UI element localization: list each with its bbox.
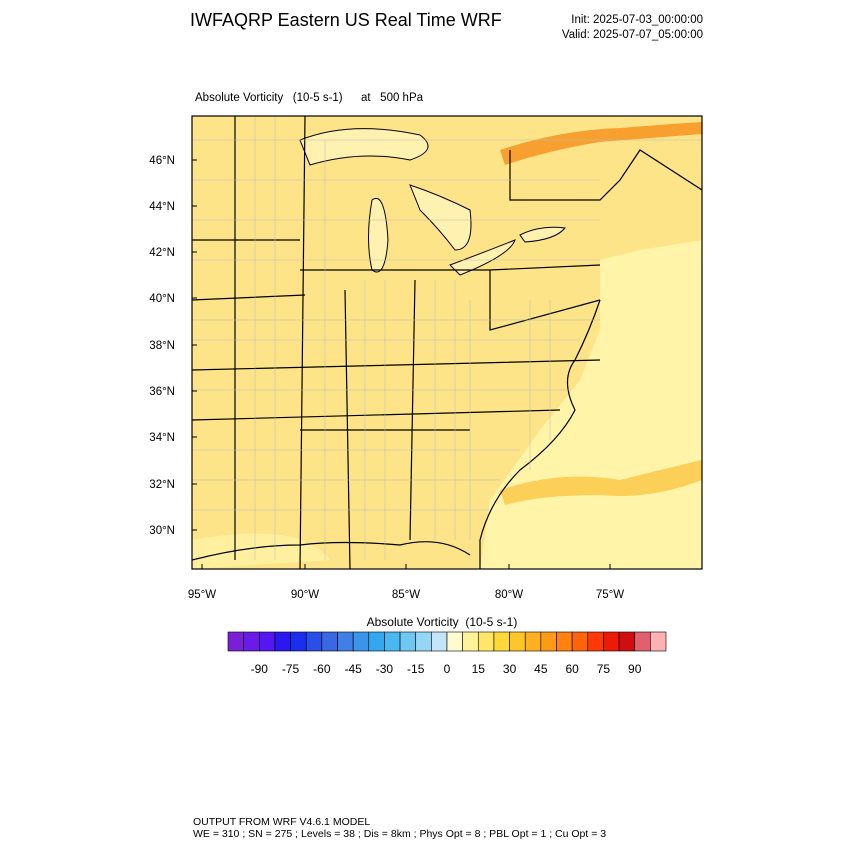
colorbar-box	[618, 631, 636, 652]
colorbar-box	[337, 631, 354, 652]
footer-line: WE = 310 ; SN = 275 ; Levels = 38 ; Dis …	[193, 828, 606, 840]
lat-label: 46°N	[149, 155, 175, 167]
lake-superior	[299, 128, 429, 166]
colorbar-tick-label: -15	[407, 662, 425, 676]
field-label: Absolute Vorticity (10-5 s-1)	[195, 92, 343, 104]
lat-label: 36°N	[149, 386, 175, 398]
colorbar-tick-label: -90	[251, 662, 269, 676]
colorbar-box	[603, 631, 620, 652]
colorbar-box	[352, 631, 370, 652]
colorbar-box	[571, 631, 589, 652]
county-lines	[192, 116, 702, 560]
lat-label: 32°N	[149, 479, 175, 491]
lake-huron	[409, 184, 472, 251]
colorbar-box	[243, 631, 260, 652]
colorbar-tick-label: 90	[628, 662, 642, 676]
lake-ontario	[519, 226, 566, 243]
colorbar-box	[493, 631, 510, 652]
lon-label: 95°W	[188, 589, 216, 601]
colorbar-box	[462, 631, 479, 652]
colorbar-box	[258, 631, 276, 652]
colorbar-box	[477, 631, 495, 652]
colorbar-box	[321, 631, 338, 652]
map-frame	[191, 115, 703, 570]
colorbar-box	[227, 631, 244, 652]
valid-time: Valid: 2025-07-07_05:00:00	[562, 29, 703, 41]
lat-label: 40°N	[149, 293, 175, 305]
colorbar-tick-label: 75	[597, 662, 611, 676]
colorbar-box	[540, 631, 557, 652]
lon-label: 80°W	[495, 589, 523, 601]
colorbar-box	[399, 631, 417, 652]
gulf-field	[192, 533, 330, 569]
colorbar-tick-label: 60	[565, 662, 579, 676]
colorbar-box	[274, 631, 291, 652]
colorbar-box	[556, 631, 573, 652]
colorbar-box	[634, 631, 651, 652]
colorbar-tick-label: 0	[444, 662, 451, 676]
colorbar-box	[305, 631, 323, 652]
colorbar-tick-label: 45	[534, 662, 548, 676]
borders	[192, 116, 702, 569]
colorbar-tick-label: 15	[472, 662, 486, 676]
lat-label: 42°N	[149, 247, 175, 259]
vorticity-streak	[500, 122, 702, 165]
lon-label: 75°W	[596, 589, 624, 601]
lon-label: 90°W	[291, 589, 319, 601]
lake-michigan	[368, 197, 389, 273]
colorbar-tick-label: -30	[376, 662, 394, 676]
colorbar-box	[415, 631, 432, 652]
lat-label: 38°N	[149, 340, 175, 352]
colorbar-box	[431, 631, 448, 652]
lake-erie	[449, 239, 516, 276]
colorbar-box	[650, 631, 667, 652]
colorbar-box	[290, 631, 307, 652]
colorbar-tick-label: -60	[313, 662, 331, 676]
colorbar-box	[587, 631, 604, 652]
colorbar-box	[509, 631, 526, 652]
lon-label: 85°W	[392, 589, 420, 601]
footer-line: OUTPUT FROM WRF V4.6.1 MODEL	[193, 816, 370, 828]
lat-label: 44°N	[149, 201, 175, 213]
colorbar-box	[368, 631, 385, 652]
colorbar-box	[384, 631, 401, 652]
level-label: at 500 hPa	[361, 92, 424, 104]
map-field	[192, 116, 702, 569]
title: IWFAQRP Eastern US Real Time WRF	[190, 10, 502, 30]
vorticity-streak	[500, 460, 702, 505]
lat-label: 30°N	[149, 525, 175, 537]
lat-label: 34°N	[149, 432, 175, 444]
colorbar-tick-label: -75	[282, 662, 300, 676]
colorbar-tick-label: -45	[344, 662, 362, 676]
colorbar-box	[524, 631, 542, 652]
init-time: Init: 2025-07-03_00:00:00	[571, 14, 703, 26]
colorbar-title: Absolute Vorticity (10-5 s-1)	[367, 615, 518, 629]
colorbar-box	[446, 631, 463, 652]
colorbar-tick-label: 30	[503, 662, 517, 676]
